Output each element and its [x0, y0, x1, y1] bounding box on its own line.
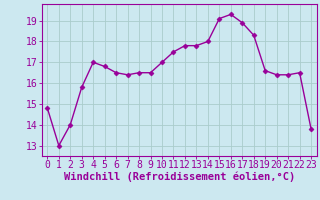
X-axis label: Windchill (Refroidissement éolien,°C): Windchill (Refroidissement éolien,°C)	[64, 172, 295, 182]
